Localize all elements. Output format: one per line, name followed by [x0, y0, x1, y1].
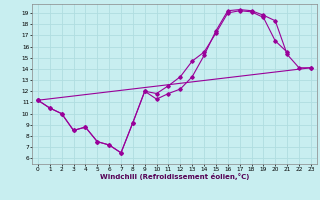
X-axis label: Windchill (Refroidissement éolien,°C): Windchill (Refroidissement éolien,°C) [100, 173, 249, 180]
